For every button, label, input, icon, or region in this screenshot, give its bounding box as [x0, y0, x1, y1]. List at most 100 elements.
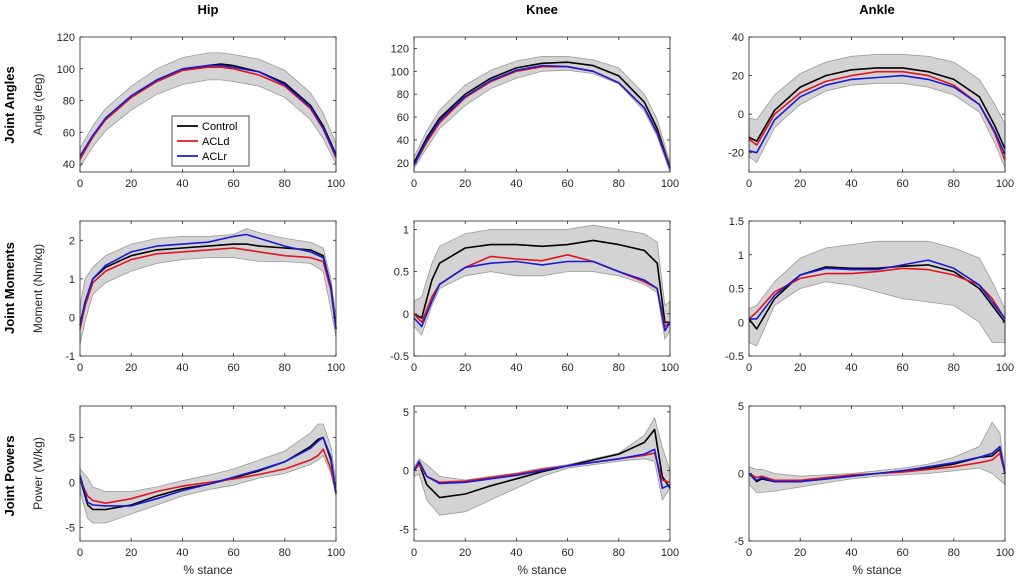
knee-angle-axes-box: [413, 36, 671, 173]
knee-angle-ytick-label: 100: [391, 66, 409, 78]
hip-power-ytick-label: -5: [65, 523, 75, 535]
hip-angle-panel: 0 20 40 60 80 100 40 60 80 100 120 Angle (deg) Contr…: [31, 32, 345, 190]
knee-angle-line-control: [413, 61, 671, 168]
knee-power-xtick-label: 60: [561, 547, 573, 559]
ankle-angle-xtick-label: 0: [746, 178, 752, 190]
hip-power-xtick-label: 60: [227, 547, 239, 559]
hip-moment-line-aclr: [79, 233, 337, 330]
column-title-hip: Hip: [198, 2, 219, 17]
ankle-power-panel: 0 20 40 60 80 100-505% stance: [734, 401, 1014, 577]
ankle-moment-ytick-label: 1: [738, 250, 744, 262]
knee-moment-line-control: [413, 239, 670, 324]
hip-moment-ylabel: Moment (Nm/kg): [31, 244, 45, 333]
hip-power-ytick-label: 5: [69, 433, 75, 445]
hip-angle-legend: Control ACLd ACLr: [171, 115, 250, 167]
ankle-angle-line-aclr: [748, 74, 1006, 155]
hip-moment-xtick-label: 40: [176, 362, 188, 374]
knee-power-xtick-label: 40: [510, 547, 522, 559]
hip-angle-axes-box: [79, 36, 337, 173]
ankle-moment-ytick-label: 1.5: [729, 216, 744, 228]
hip-power-xtick-label: 0: [77, 547, 83, 559]
ankle-moment-line-aclr: [749, 259, 1006, 320]
hip-power-sd-band: [79, 423, 337, 524]
knee-power-xlabel: % stance: [517, 563, 567, 577]
row-title-angles: Joint Angles: [2, 66, 17, 144]
knee-angle-line-aclr: [413, 64, 671, 169]
legend-label-acld: ACLd: [202, 136, 230, 148]
ankle-angle-ytick-label: 0: [738, 109, 744, 121]
ankle-moment-ytick-label: 0: [738, 317, 744, 329]
knee-power-ytick-label: -5: [399, 524, 409, 536]
legend-label-control: Control: [202, 121, 237, 133]
ankle-moment-line-control: [748, 264, 1006, 330]
knee-angle-xtick-label: 60: [561, 178, 573, 190]
knee-angle-ytick-label: 20: [397, 158, 409, 170]
ankle-moment-xtick-label: 80: [948, 362, 960, 374]
knee-power-line-control: [413, 428, 671, 499]
knee-moment-xtick-label: 40: [510, 362, 522, 374]
row-title-moments: Joint Moments: [2, 242, 17, 334]
knee-angle-sd-band: [413, 56, 671, 173]
hip-angle-xtick-label: 60: [227, 178, 239, 190]
hip-power-xlabel: % stance: [183, 563, 233, 577]
knee-moment-axes-box: [413, 220, 671, 357]
knee-moment-xtick-label: 80: [613, 362, 625, 374]
hip-moment-line-acld: [79, 247, 337, 330]
ankle-angle-xtick-label: 100: [996, 178, 1014, 190]
ankle-angle-xtick-label: 40: [845, 178, 857, 190]
hip-moment-xtick-label: 100: [327, 362, 345, 374]
legend-label-aclr: ACLr: [202, 151, 227, 163]
knee-angle-xtick-label: 80: [613, 178, 625, 190]
ankle-moment-xtick-label: 40: [845, 362, 857, 374]
hip-angle-line-acld: [79, 66, 337, 160]
ankle-moment-xtick-label: 20: [794, 362, 806, 374]
knee-power-sd-band: [413, 416, 671, 516]
ankle-power-xtick-label: 80: [948, 547, 960, 559]
hip-angle-xtick-label: 100: [327, 178, 345, 190]
knee-moment-sd-band: [413, 224, 671, 341]
hip-angle-ytick-label: 80: [63, 96, 75, 108]
ankle-moment-ytick-label: -0.5: [725, 351, 744, 363]
knee-angle-xtick-label: 0: [411, 178, 417, 190]
ankle-moment-xtick-label: 100: [996, 362, 1014, 374]
hip-angle-ytick-label: 100: [57, 64, 75, 76]
hip-moment-xtick-label: 20: [125, 362, 137, 374]
hip-moment-ytick-label: 0: [69, 312, 75, 324]
hip-angle-ytick-label: 60: [63, 127, 75, 139]
ankle-power-xtick-label: 20: [794, 547, 806, 559]
knee-moment-ytick-label: -0.5: [390, 351, 409, 363]
ankle-angle-ytick-label: 20: [732, 71, 744, 83]
knee-angle-ytick-label: 40: [397, 135, 409, 147]
ankle-power-ytick-label: -5: [734, 536, 744, 548]
hip-power-ylabel: Power (W/kg): [31, 437, 45, 510]
knee-moment-ytick-label: 0: [403, 309, 409, 321]
hip-moment-xtick-label: 80: [279, 362, 291, 374]
ankle-power-line-aclr: [748, 445, 1006, 483]
ankle-angle-ytick-label: -20: [728, 148, 744, 160]
knee-power-axes-box: [413, 405, 671, 542]
knee-angle-ytick-label: 80: [397, 89, 409, 101]
hip-moment-xtick-label: 60: [227, 362, 239, 374]
hip-power-xtick-label: 40: [176, 547, 188, 559]
knee-moment-ytick-label: 1: [403, 224, 409, 236]
hip-angle-xtick-label: 0: [77, 178, 83, 190]
knee-angle-xtick-label: 100: [661, 178, 679, 190]
knee-power-line-aclr: [413, 448, 671, 489]
hip-power-xtick-label: 100: [327, 547, 345, 559]
knee-moment-xtick-label: 0: [411, 362, 417, 374]
knee-power-xtick-label: 0: [411, 547, 417, 559]
ankle-power-xtick-label: 40: [845, 547, 857, 559]
ankle-angle-axes-box: [748, 36, 1006, 173]
ankle-moment-panel: 0 20 40 60 80 100-0.500.511.5: [725, 216, 1014, 374]
knee-moment-ytick-label: 0.5: [394, 267, 409, 279]
hip-angle-xtick-label: 40: [176, 178, 188, 190]
knee-angle-ytick-label: 60: [397, 112, 409, 124]
hip-angle-line-aclr: [79, 64, 337, 157]
ankle-power-xtick-label: 100: [996, 547, 1014, 559]
ankle-power-xtick-label: 0: [746, 547, 752, 559]
hip-angle-xtick-label: 80: [279, 178, 291, 190]
knee-angle-xtick-label: 20: [459, 178, 471, 190]
knee-moment-xtick-label: 100: [661, 362, 679, 374]
